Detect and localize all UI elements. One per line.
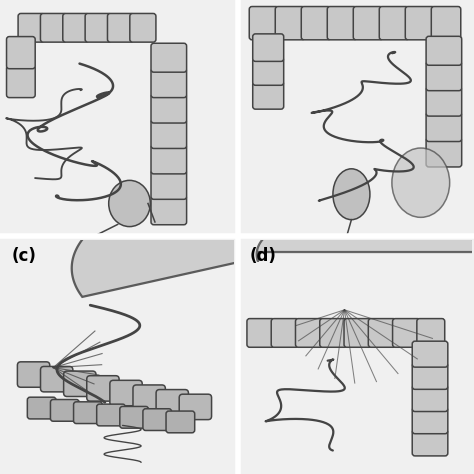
FancyBboxPatch shape [108,13,134,42]
FancyBboxPatch shape [18,13,44,42]
FancyBboxPatch shape [151,170,187,200]
FancyBboxPatch shape [327,7,357,40]
FancyBboxPatch shape [120,406,148,428]
FancyBboxPatch shape [130,13,156,42]
FancyBboxPatch shape [151,69,187,98]
FancyBboxPatch shape [392,319,420,347]
FancyBboxPatch shape [156,390,189,415]
FancyBboxPatch shape [379,7,409,40]
FancyBboxPatch shape [151,196,187,225]
FancyBboxPatch shape [412,385,448,411]
FancyBboxPatch shape [417,319,445,347]
FancyBboxPatch shape [133,385,165,410]
FancyBboxPatch shape [301,7,331,40]
FancyBboxPatch shape [368,319,396,347]
FancyBboxPatch shape [426,62,462,91]
FancyBboxPatch shape [151,43,187,72]
FancyBboxPatch shape [405,7,435,40]
FancyBboxPatch shape [412,341,448,367]
FancyBboxPatch shape [426,113,462,142]
FancyBboxPatch shape [412,408,448,434]
Ellipse shape [109,181,150,227]
Polygon shape [256,208,473,262]
FancyBboxPatch shape [253,58,284,85]
FancyBboxPatch shape [320,319,347,347]
Ellipse shape [333,169,370,219]
FancyBboxPatch shape [249,7,279,40]
FancyBboxPatch shape [295,319,323,347]
FancyBboxPatch shape [253,82,284,109]
FancyBboxPatch shape [253,34,284,62]
FancyBboxPatch shape [412,430,448,456]
FancyBboxPatch shape [73,402,102,424]
FancyBboxPatch shape [344,319,372,347]
FancyBboxPatch shape [87,376,119,401]
FancyBboxPatch shape [426,138,462,167]
FancyBboxPatch shape [143,409,172,430]
FancyBboxPatch shape [151,145,187,174]
FancyBboxPatch shape [151,119,187,148]
FancyBboxPatch shape [179,394,211,419]
FancyBboxPatch shape [353,7,383,40]
Text: (c): (c) [12,247,36,265]
FancyBboxPatch shape [40,366,73,392]
FancyBboxPatch shape [27,397,56,419]
FancyBboxPatch shape [426,36,462,65]
Text: (d): (d) [250,247,277,265]
FancyBboxPatch shape [64,371,96,397]
FancyBboxPatch shape [412,364,448,389]
FancyBboxPatch shape [63,13,89,42]
FancyBboxPatch shape [110,380,142,406]
FancyBboxPatch shape [97,404,125,426]
FancyBboxPatch shape [271,319,299,347]
FancyBboxPatch shape [151,94,187,123]
Ellipse shape [392,148,450,218]
FancyBboxPatch shape [247,319,275,347]
Polygon shape [72,199,264,297]
FancyBboxPatch shape [7,36,35,69]
FancyBboxPatch shape [275,7,305,40]
FancyBboxPatch shape [50,400,79,421]
FancyBboxPatch shape [166,411,195,433]
FancyBboxPatch shape [7,65,35,98]
FancyBboxPatch shape [40,13,66,42]
FancyBboxPatch shape [426,87,462,116]
FancyBboxPatch shape [85,13,111,42]
FancyBboxPatch shape [18,362,50,387]
FancyBboxPatch shape [431,7,461,40]
